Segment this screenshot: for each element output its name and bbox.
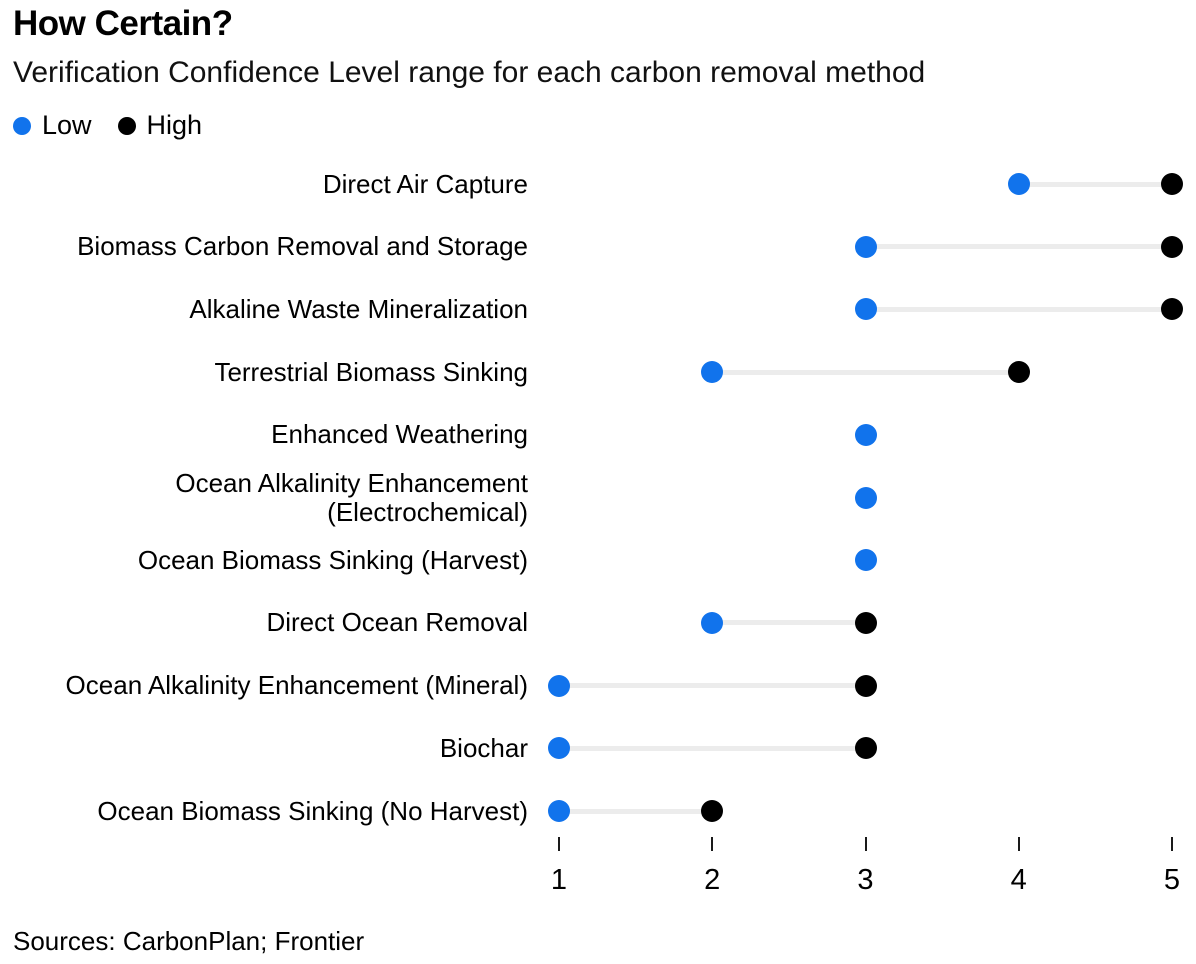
low-dot [854, 298, 877, 321]
low-dot [548, 737, 570, 760]
category-label: Biochar [439, 732, 528, 763]
low-dot [854, 235, 877, 258]
legend-low-label: Low [42, 110, 92, 140]
chart-subtitle: Verification Confidence Level range for … [13, 56, 926, 89]
category-label: Ocean Biomass Sinking (No Harvest) [97, 795, 528, 826]
category-label: Biomass Carbon Removal and Storage [77, 231, 528, 262]
high-dot [1007, 361, 1030, 384]
axis-tick-label: 3 [857, 864, 874, 896]
low-dot [548, 674, 570, 697]
low-dot-icon [13, 116, 31, 135]
low-dot [854, 423, 877, 446]
high-dot [1161, 173, 1183, 195]
high-dot [1161, 235, 1183, 258]
high-dot [701, 800, 724, 822]
range-connector [559, 808, 713, 814]
high-dot-icon [117, 116, 136, 135]
legend-high-label: High [146, 110, 203, 140]
chart-title: How Certain? [13, 4, 233, 43]
range-connector [559, 683, 866, 689]
low-dot [854, 549, 877, 572]
low-dot [548, 800, 570, 822]
range-connector [1018, 181, 1172, 187]
axis-tick-label: 4 [1010, 864, 1027, 896]
legend: Low High [13, 110, 202, 141]
high-dot [854, 737, 877, 760]
high-dot [1161, 298, 1183, 321]
low-dot [701, 611, 724, 634]
axis-tick-label: 5 [1163, 864, 1181, 896]
range-connector [559, 745, 866, 751]
category-label: Ocean Alkalinity Enhancement (Mineral) [65, 670, 528, 701]
category-label: Terrestrial Biomass Sinking [214, 356, 528, 387]
axis-tick [1017, 837, 1020, 851]
range-connector [865, 306, 1172, 312]
high-dot [854, 611, 877, 634]
range-connector [865, 244, 1172, 250]
category-label: Direct Ocean Removal [266, 607, 528, 638]
legend-item-high: High [117, 110, 203, 141]
axis-tick-label: 2 [704, 864, 721, 896]
category-label: Ocean Biomass Sinking (Harvest) [137, 544, 528, 575]
category-label: Alkaline Waste Mineralization [189, 293, 528, 324]
range-connector [712, 620, 866, 626]
high-dot [854, 674, 877, 697]
axis-tick [711, 837, 714, 851]
category-label: Ocean Alkalinity Enhancement (Electroche… [175, 467, 528, 527]
category-label: Enhanced Weathering [271, 419, 528, 450]
low-dot [701, 361, 724, 384]
axis-tick [864, 837, 867, 851]
legend-item-low: Low [13, 110, 92, 141]
axis-tick [558, 837, 560, 851]
axis-tick-label: 1 [550, 864, 568, 896]
category-label: Direct Air Capture [322, 168, 528, 199]
range-connector [712, 369, 1019, 375]
low-dot [1007, 173, 1030, 195]
low-dot [854, 486, 877, 509]
axis-tick [1171, 837, 1173, 851]
sources-note: Sources: CarbonPlan; Frontier [13, 926, 365, 956]
